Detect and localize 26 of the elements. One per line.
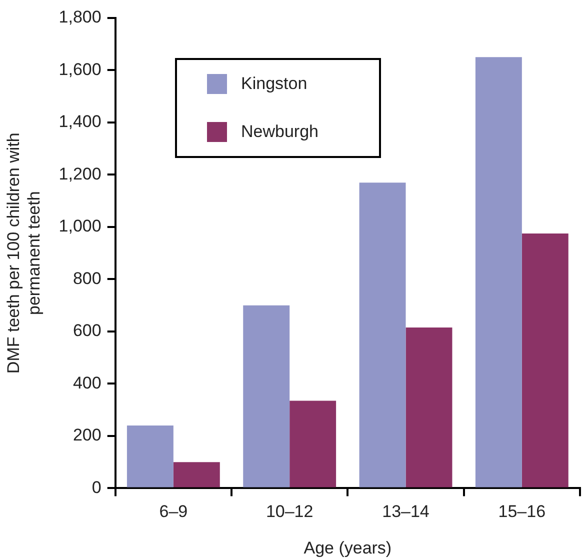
y-tick-label: 200 bbox=[72, 426, 102, 445]
x-tick-label: 6–9 bbox=[159, 502, 188, 522]
bar bbox=[359, 182, 406, 488]
y-tick-label: 600 bbox=[72, 321, 102, 340]
y-tick-label: 0 bbox=[92, 478, 102, 497]
legend-label: Kingston bbox=[241, 74, 308, 94]
x-axis-title: Age (years) bbox=[304, 538, 392, 558]
y-tick-label: 400 bbox=[72, 373, 102, 392]
y-tick-label: 1,800 bbox=[58, 8, 102, 27]
bar bbox=[126, 426, 174, 488]
x-tick-label: 10–12 bbox=[266, 502, 314, 522]
bar bbox=[522, 234, 568, 488]
y-tick-label: 1,400 bbox=[58, 112, 102, 132]
y-tick-label: 1,200 bbox=[58, 164, 102, 184]
bar bbox=[243, 305, 290, 488]
bar bbox=[173, 462, 220, 488]
y-tick-label: 1,000 bbox=[58, 216, 102, 236]
y-tick-label: 800 bbox=[72, 268, 102, 288]
x-tick-label: 15–16 bbox=[498, 502, 546, 522]
y-tick-label: 1,600 bbox=[58, 60, 102, 79]
legend-label: Newburgh bbox=[241, 122, 318, 142]
bar bbox=[290, 400, 336, 488]
bar bbox=[406, 328, 452, 488]
x-tick-label: 13–14 bbox=[382, 502, 430, 522]
y-axis-title: DMF teeth per 100 children with permanent teeth bbox=[4, 132, 44, 374]
bar bbox=[475, 57, 522, 488]
